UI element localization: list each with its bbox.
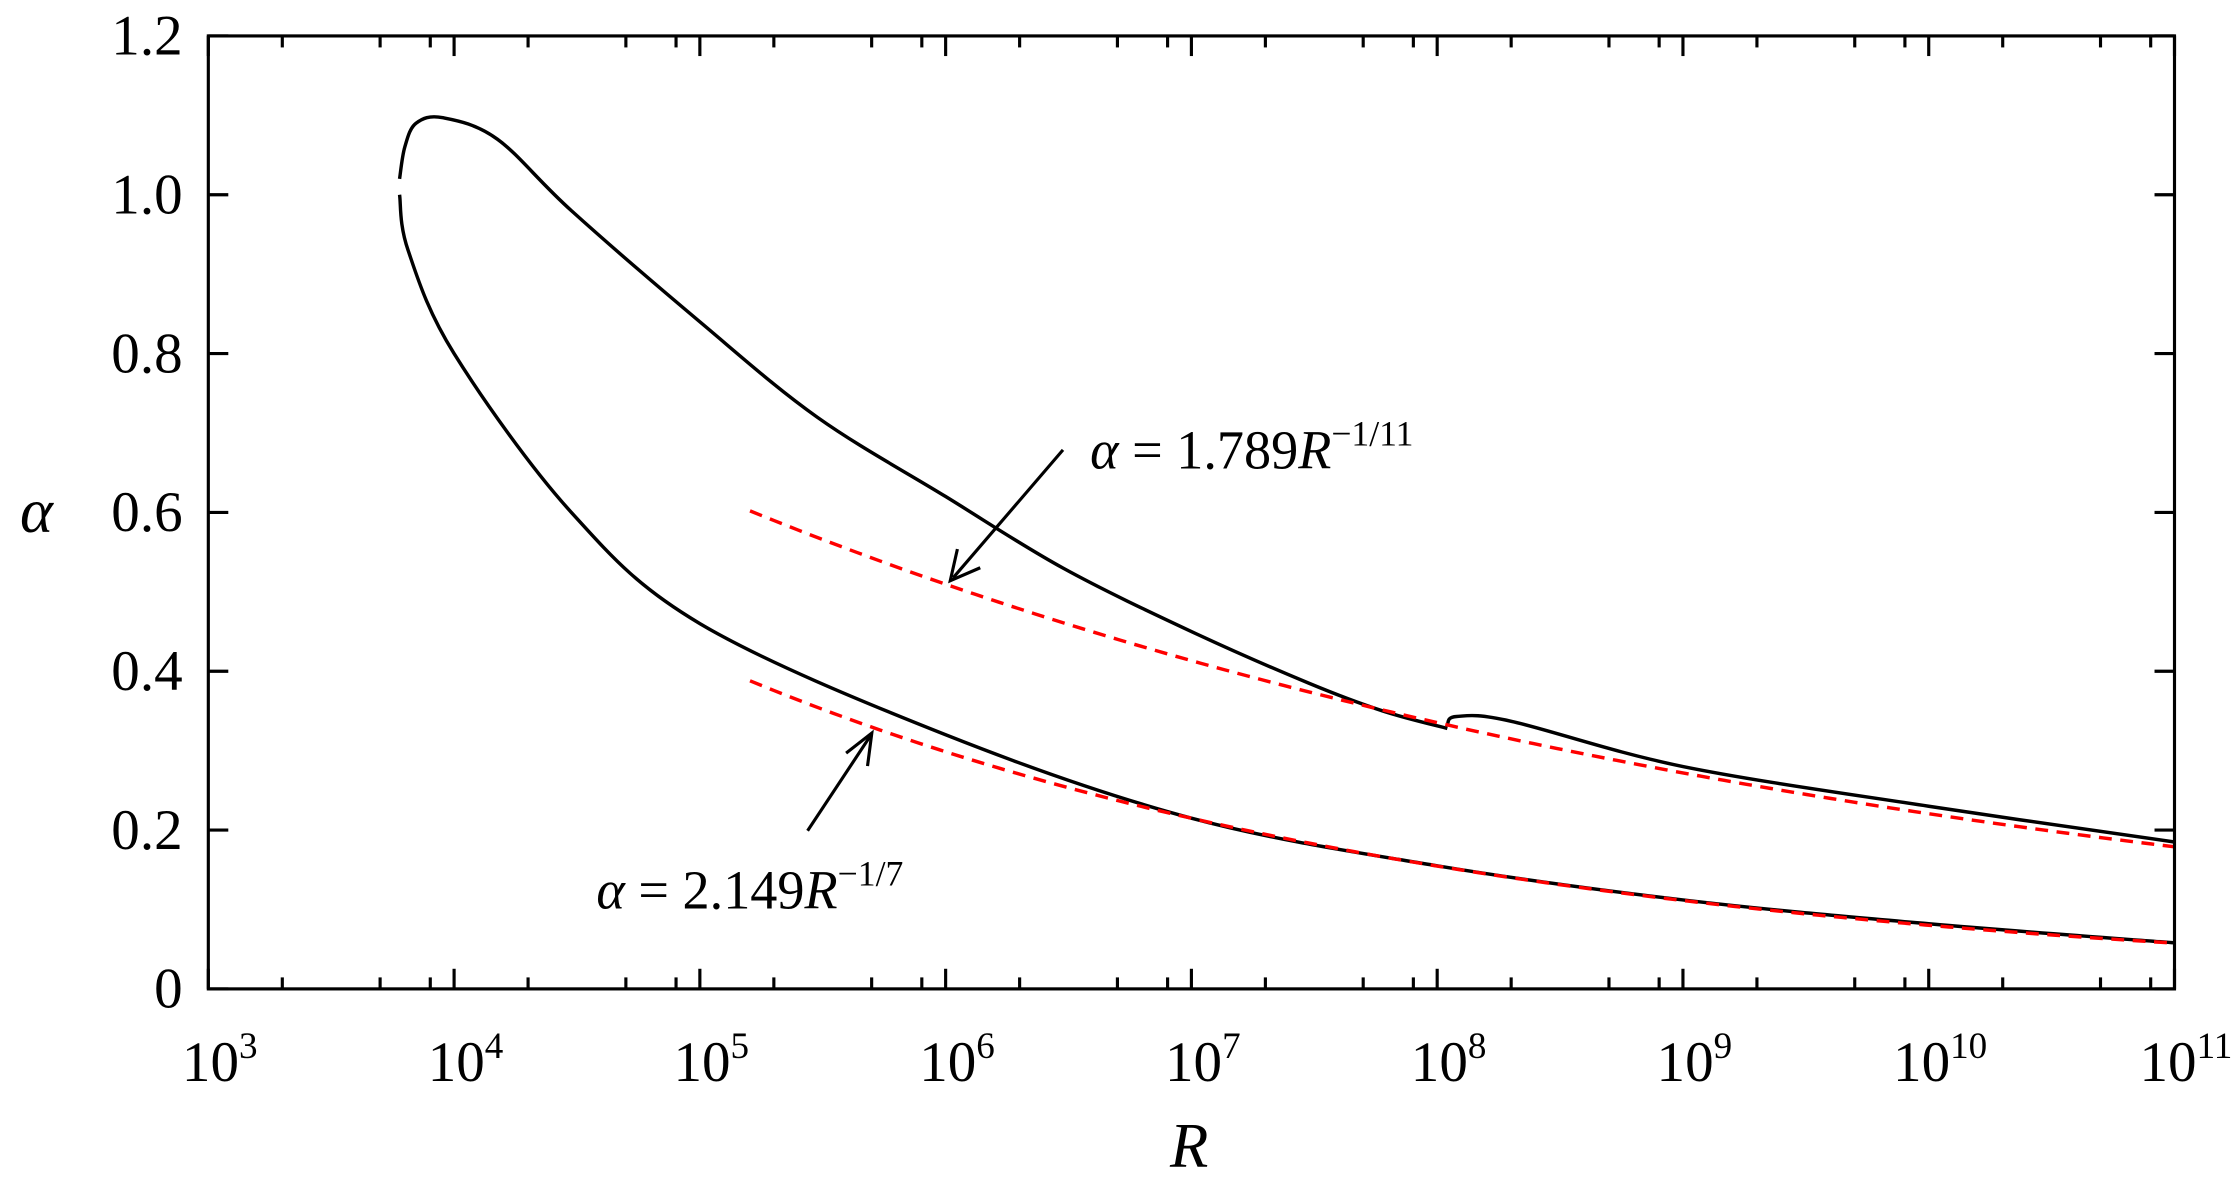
annotation-lower: α = 2.149R−1/7 <box>596 729 903 920</box>
x-tick-labels: 103 104 105 106 107 108 109 1010 1011 <box>182 1026 2232 1094</box>
x-tick-label: 108 <box>1411 1026 1487 1094</box>
y-axis-title: α <box>20 476 55 546</box>
plot-content <box>397 115 2175 945</box>
y-tick-labels: 0 0.2 0.4 0.6 0.8 1.0 1.2 <box>111 4 182 1020</box>
x-tick-label: 106 <box>919 1026 995 1094</box>
x-tick-label: 109 <box>1657 1026 1733 1094</box>
y-tick-label: 0.6 <box>111 481 182 544</box>
y-tick-label: 1.2 <box>111 4 182 67</box>
x-tick-label: 104 <box>428 1026 504 1094</box>
x-tick-label: 1010 <box>1893 1026 1987 1094</box>
y-tick-label: 0.4 <box>111 640 182 703</box>
series-line-1 <box>1445 713 2175 844</box>
x-tick-label: 103 <box>182 1026 258 1094</box>
fit-line-3 <box>749 509 2175 849</box>
series-line-0 <box>397 115 1448 731</box>
y-tick-label: 0 <box>154 957 183 1020</box>
series-line-2 <box>397 194 2175 945</box>
x-tick-label: 107 <box>1165 1026 1241 1094</box>
axis-ticks <box>206 34 2177 991</box>
x-tick-label: 105 <box>673 1026 749 1094</box>
arrowhead-icon <box>948 548 981 584</box>
fit-line-4 <box>749 679 2175 945</box>
y-tick-label: 1.0 <box>111 163 182 226</box>
arrowhead-icon <box>845 729 874 767</box>
annotation-upper-text: α = 1.789R−1/11 <box>1090 413 1413 480</box>
x-tick-label: 1011 <box>2140 1026 2233 1094</box>
annotation-arrow-lower <box>806 735 872 832</box>
annotation-upper: α = 1.789R−1/11 <box>948 413 1414 584</box>
x-axis-title: R <box>1169 1111 1208 1181</box>
annotation-arrow-upper <box>951 448 1065 579</box>
y-tick-label: 0.8 <box>111 322 182 385</box>
annotation-lower-text: α = 2.149R−1/7 <box>596 853 903 920</box>
y-tick-label: 0.2 <box>111 799 182 862</box>
plot-frame <box>206 34 2177 991</box>
